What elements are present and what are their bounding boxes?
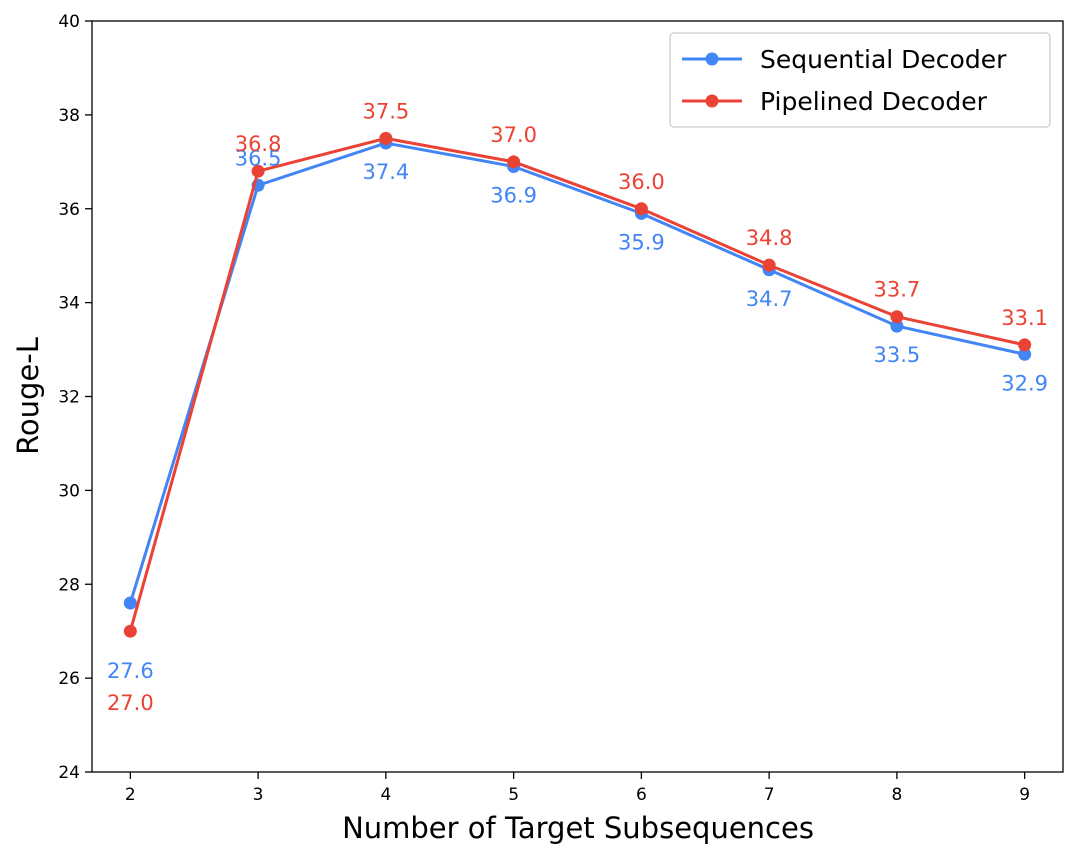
series-line-1 — [128, 136, 1027, 633]
y-tick-label: 32 — [58, 388, 80, 408]
y-tick-label: 28 — [58, 575, 80, 595]
data-point — [634, 202, 648, 216]
data-point — [251, 164, 265, 178]
data-point — [1018, 338, 1032, 352]
x-tick-label: 9 — [1019, 785, 1030, 805]
data-label: 33.5 — [874, 343, 921, 367]
data-point — [1018, 347, 1032, 361]
data-label: 34.8 — [746, 226, 793, 250]
x-axis-label: Number of Target Subsequences — [342, 811, 814, 845]
legend-swatch-marker — [705, 94, 719, 108]
data-point — [762, 258, 776, 272]
legend-box — [669, 32, 1051, 128]
data-point — [123, 596, 137, 610]
x-tick-label: 6 — [636, 785, 647, 805]
data-label: 37.4 — [362, 160, 409, 184]
x-tick-label: 2 — [125, 785, 136, 805]
y-tick-label: 26 — [58, 669, 80, 689]
data-label: 27.0 — [107, 691, 154, 715]
data-point — [123, 624, 137, 638]
data-label: 35.9 — [618, 230, 665, 254]
legend: Sequential Decoder Pipelined Decoder — [669, 32, 1051, 128]
x-tick-label: 5 — [508, 785, 519, 805]
x-tick-label: 7 — [764, 785, 775, 805]
data-label: 36.9 — [490, 184, 537, 208]
legend-swatch-marker — [705, 52, 719, 66]
data-label: 37.0 — [490, 123, 537, 147]
data-label: 36.0 — [618, 170, 665, 194]
y-tick-label: 30 — [58, 481, 80, 501]
x-tick-label: 4 — [380, 785, 391, 805]
y-tick-label: 40 — [58, 12, 80, 32]
data-label: 36.8 — [235, 132, 282, 156]
data-label: 36.5 — [235, 146, 282, 170]
data-point — [890, 310, 904, 324]
y-tick-label: 34 — [58, 294, 80, 314]
data-label: 33.7 — [874, 278, 921, 302]
y-tick-label: 24 — [58, 763, 80, 783]
data-label: 27.6 — [107, 659, 154, 683]
data-point — [379, 131, 393, 145]
data-label: 33.1 — [1001, 306, 1048, 330]
plot-area — [92, 21, 1063, 772]
legend-entry-label: Pipelined Decoder — [760, 87, 988, 116]
y-axis-label: Rouge-L — [11, 337, 45, 455]
series-line-0 — [128, 141, 1027, 605]
data-label: 34.7 — [746, 287, 793, 311]
data-point — [890, 319, 904, 333]
data-label: 37.5 — [362, 99, 409, 123]
x-tick-label: 8 — [891, 785, 902, 805]
y-tick-label: 36 — [58, 200, 80, 220]
legend-entry-label: Sequential Decoder — [760, 45, 1007, 74]
data-label: 32.9 — [1001, 371, 1048, 395]
x-tick-label: 3 — [253, 785, 264, 805]
y-tick-label: 38 — [58, 106, 80, 126]
data-point — [507, 155, 521, 169]
